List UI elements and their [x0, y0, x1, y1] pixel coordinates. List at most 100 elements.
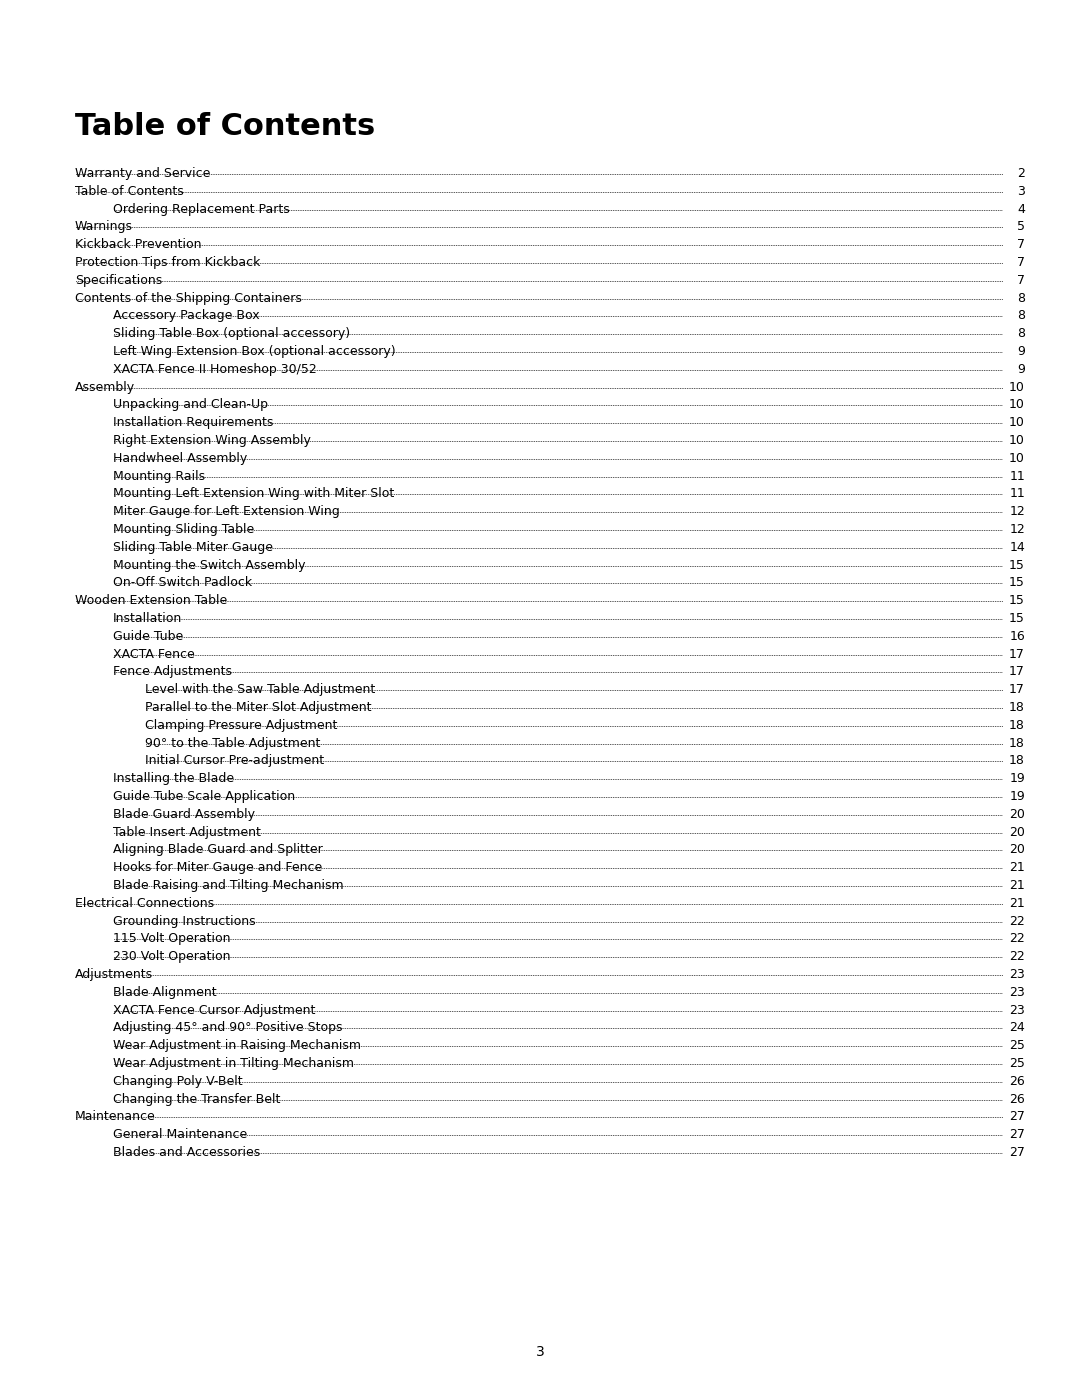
Text: 10: 10	[1009, 398, 1025, 411]
Text: Fence Adjustments: Fence Adjustments	[113, 665, 232, 679]
Text: Accessory Package Box: Accessory Package Box	[113, 309, 259, 323]
Text: 90° to the Table Adjustment: 90° to the Table Adjustment	[145, 736, 321, 750]
Text: Maintenance: Maintenance	[75, 1111, 156, 1123]
Text: Initial Cursor Pre-adjustment: Initial Cursor Pre-adjustment	[145, 754, 324, 767]
Text: 18: 18	[1009, 754, 1025, 767]
Text: Blade Guard Assembly: Blade Guard Assembly	[113, 807, 255, 821]
Text: 16: 16	[1009, 630, 1025, 643]
Text: Guide Tube Scale Application: Guide Tube Scale Application	[113, 789, 295, 803]
Text: Blade Alignment: Blade Alignment	[113, 986, 217, 999]
Text: Table of Contents: Table of Contents	[75, 184, 184, 198]
Text: 9: 9	[1017, 345, 1025, 358]
Text: 22: 22	[1009, 932, 1025, 946]
Text: 19: 19	[1009, 773, 1025, 785]
Text: 20: 20	[1009, 807, 1025, 821]
Text: XACTA Fence II Homeshop 30/52: XACTA Fence II Homeshop 30/52	[113, 363, 316, 376]
Text: 8: 8	[1017, 292, 1025, 305]
Text: 8: 8	[1017, 327, 1025, 341]
Text: 20: 20	[1009, 826, 1025, 838]
Text: Level with the Saw Table Adjustment: Level with the Saw Table Adjustment	[145, 683, 375, 696]
Text: Changing the Transfer Belt: Changing the Transfer Belt	[113, 1092, 281, 1105]
Text: Right Extension Wing Assembly: Right Extension Wing Assembly	[113, 434, 311, 447]
Text: 12: 12	[1009, 522, 1025, 536]
Text: Clamping Pressure Adjustment: Clamping Pressure Adjustment	[145, 719, 337, 732]
Text: Adjustments: Adjustments	[75, 968, 153, 981]
Text: Wooden Extension Table: Wooden Extension Table	[75, 594, 227, 608]
Text: 10: 10	[1009, 380, 1025, 394]
Text: 5: 5	[1017, 221, 1025, 233]
Text: Unpacking and Clean-Up: Unpacking and Clean-Up	[113, 398, 268, 411]
Text: Protection Tips from Kickback: Protection Tips from Kickback	[75, 256, 260, 270]
Text: 11: 11	[1009, 469, 1025, 482]
Text: 7: 7	[1017, 239, 1025, 251]
Text: XACTA Fence: XACTA Fence	[113, 648, 194, 661]
Text: Assembly: Assembly	[75, 380, 135, 394]
Text: 10: 10	[1009, 451, 1025, 465]
Text: Parallel to the Miter Slot Adjustment: Parallel to the Miter Slot Adjustment	[145, 701, 372, 714]
Text: 18: 18	[1009, 719, 1025, 732]
Text: Blades and Accessories: Blades and Accessories	[113, 1146, 260, 1160]
Text: Kickback Prevention: Kickback Prevention	[75, 239, 202, 251]
Text: 23: 23	[1009, 986, 1025, 999]
Text: XACTA Fence Cursor Adjustment: XACTA Fence Cursor Adjustment	[113, 1003, 315, 1017]
Text: 15: 15	[1009, 577, 1025, 590]
Text: 10: 10	[1009, 416, 1025, 429]
Text: 7: 7	[1017, 256, 1025, 270]
Text: 18: 18	[1009, 701, 1025, 714]
Text: Ordering Replacement Parts: Ordering Replacement Parts	[113, 203, 289, 215]
Text: Changing Poly V-Belt: Changing Poly V-Belt	[113, 1074, 243, 1088]
Text: 3: 3	[1017, 184, 1025, 198]
Text: Mounting Rails: Mounting Rails	[113, 469, 205, 482]
Text: 23: 23	[1009, 968, 1025, 981]
Text: 15: 15	[1009, 594, 1025, 608]
Text: 115 Volt Operation: 115 Volt Operation	[113, 932, 230, 946]
Text: 25: 25	[1009, 1039, 1025, 1052]
Text: 14: 14	[1009, 541, 1025, 553]
Text: 21: 21	[1009, 861, 1025, 875]
Text: 230 Volt Operation: 230 Volt Operation	[113, 950, 230, 963]
Text: Mounting the Switch Assembly: Mounting the Switch Assembly	[113, 559, 306, 571]
Text: 10: 10	[1009, 434, 1025, 447]
Text: 27: 27	[1009, 1129, 1025, 1141]
Text: Electrical Connections: Electrical Connections	[75, 897, 214, 909]
Text: 27: 27	[1009, 1111, 1025, 1123]
Text: 27: 27	[1009, 1146, 1025, 1160]
Text: 17: 17	[1009, 683, 1025, 696]
Text: Sliding Table Box (optional accessory): Sliding Table Box (optional accessory)	[113, 327, 350, 341]
Text: Table Insert Adjustment: Table Insert Adjustment	[113, 826, 261, 838]
Text: 21: 21	[1009, 897, 1025, 909]
Text: Handwheel Assembly: Handwheel Assembly	[113, 451, 247, 465]
Text: Wear Adjustment in Tilting Mechanism: Wear Adjustment in Tilting Mechanism	[113, 1058, 354, 1070]
Text: 15: 15	[1009, 612, 1025, 624]
Text: 19: 19	[1009, 789, 1025, 803]
Text: Mounting Sliding Table: Mounting Sliding Table	[113, 522, 254, 536]
Text: 4: 4	[1017, 203, 1025, 215]
Text: Hooks for Miter Gauge and Fence: Hooks for Miter Gauge and Fence	[113, 861, 322, 875]
Text: Table of Contents: Table of Contents	[75, 112, 375, 141]
Text: 15: 15	[1009, 559, 1025, 571]
Text: General Maintenance: General Maintenance	[113, 1129, 247, 1141]
Text: Mounting Left Extension Wing with Miter Slot: Mounting Left Extension Wing with Miter …	[113, 488, 394, 500]
Text: Warnings: Warnings	[75, 221, 133, 233]
Text: Aligning Blade Guard and Splitter: Aligning Blade Guard and Splitter	[113, 844, 323, 856]
Text: 9: 9	[1017, 363, 1025, 376]
Text: 2: 2	[1017, 168, 1025, 180]
Text: 17: 17	[1009, 665, 1025, 679]
Text: Adjusting 45° and 90° Positive Stops: Adjusting 45° and 90° Positive Stops	[113, 1021, 342, 1034]
Text: Guide Tube: Guide Tube	[113, 630, 184, 643]
Text: Contents of the Shipping Containers: Contents of the Shipping Containers	[75, 292, 302, 305]
Text: 3: 3	[536, 1345, 544, 1359]
Text: Warranty and Service: Warranty and Service	[75, 168, 211, 180]
Text: Specifications: Specifications	[75, 274, 162, 286]
Text: 17: 17	[1009, 648, 1025, 661]
Text: 26: 26	[1009, 1092, 1025, 1105]
Text: Installation Requirements: Installation Requirements	[113, 416, 273, 429]
Text: Grounding Instructions: Grounding Instructions	[113, 915, 256, 928]
Text: 12: 12	[1009, 506, 1025, 518]
Text: 22: 22	[1009, 950, 1025, 963]
Text: 8: 8	[1017, 309, 1025, 323]
Text: 21: 21	[1009, 879, 1025, 893]
Text: Left Wing Extension Box (optional accessory): Left Wing Extension Box (optional access…	[113, 345, 395, 358]
Text: Installing the Blade: Installing the Blade	[113, 773, 234, 785]
Text: 20: 20	[1009, 844, 1025, 856]
